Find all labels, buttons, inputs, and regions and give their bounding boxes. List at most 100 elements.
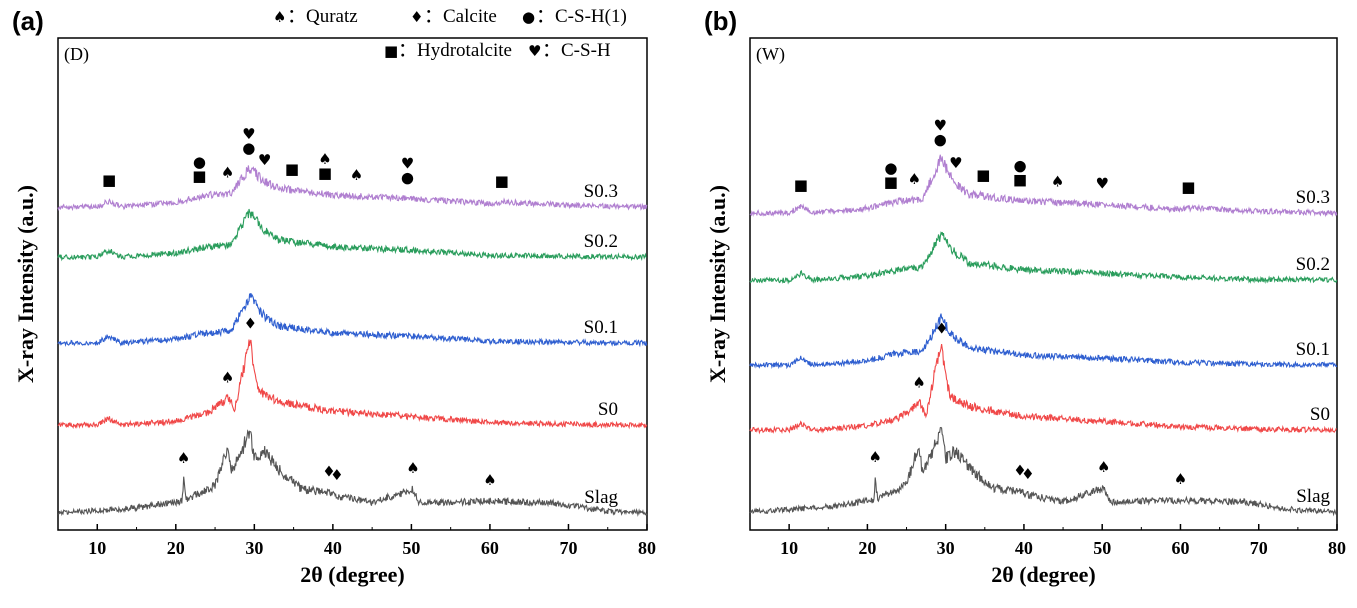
peak-marker: ♦ xyxy=(244,315,257,333)
legend-symbol: ■ xyxy=(384,42,398,60)
peak-marker: ● xyxy=(1013,157,1026,175)
legend-symbol: ♦ xyxy=(410,8,423,26)
peak-marker: ♦ xyxy=(330,466,343,484)
series-line-slag xyxy=(57,429,648,517)
x-tick-label: 40 xyxy=(1015,538,1033,558)
peak-marker: ♠ xyxy=(221,164,234,182)
peak-marker: ■ xyxy=(976,166,990,184)
x-tick-label: 10 xyxy=(780,538,798,558)
peak-marker: ● xyxy=(401,168,414,186)
series-label: S0.3 xyxy=(584,181,618,202)
series-line-s03 xyxy=(57,165,648,212)
peak-marker: ■ xyxy=(884,173,898,191)
x-tick-label: 70 xyxy=(559,538,577,558)
series-label: S0.2 xyxy=(1296,254,1330,275)
chart-panel-b: (b) (W) 10 20 30 40 50 60 70 80 2θ (degree) X-ray I… xyxy=(704,6,1346,587)
legend: ♠ ：Quratz ♦ ：Calcite ● ：C-S-H(1) ■ ：Hydrotalcit… xyxy=(273,6,627,61)
plot-frame xyxy=(57,37,648,531)
series-line-s0 xyxy=(57,339,648,430)
peak-marker: ♠ xyxy=(221,368,234,386)
legend-text: ：Hydrotalcite xyxy=(398,40,512,61)
series-line-s01 xyxy=(57,293,648,348)
x-tick-label: 50 xyxy=(402,538,420,558)
peak-marker: ♦ xyxy=(322,463,335,481)
series-label: S0.1 xyxy=(584,317,618,338)
peak-marker: ■ xyxy=(794,176,808,194)
series-label: Slag xyxy=(584,487,618,508)
panel-label: (a) xyxy=(12,6,44,36)
peak-marker: ♠ xyxy=(318,150,331,168)
series-label: S0.3 xyxy=(1296,187,1330,208)
x-tick-label: 80 xyxy=(1328,538,1346,558)
legend-symbol: ● xyxy=(522,8,535,26)
series-line-s03 xyxy=(749,154,1338,218)
plot-frame xyxy=(749,37,1338,531)
x-tick-label: 80 xyxy=(638,538,656,558)
peak-marker: ♦ xyxy=(1021,465,1034,483)
legend-text: ：Calcite xyxy=(424,6,497,27)
x-tick-label: 20 xyxy=(858,538,876,558)
peak-marker: ■ xyxy=(192,167,206,185)
x-tick-label: 60 xyxy=(481,538,499,558)
x-tick-label: 10 xyxy=(88,538,106,558)
peak-marker: ♠ xyxy=(869,448,882,466)
x-tick-label: 20 xyxy=(167,538,185,558)
series-label: S0.1 xyxy=(1296,339,1330,360)
peak-marker: ♦ xyxy=(1013,462,1026,480)
legend-text: ：C-S-H xyxy=(542,40,611,61)
series-label: S0.2 xyxy=(584,231,618,252)
peak-marker: ♥ xyxy=(949,154,962,172)
peak-marker: ♠ xyxy=(1174,470,1187,488)
legend-symbol: ♥ xyxy=(528,42,541,60)
series-line-s01 xyxy=(749,313,1338,370)
peak-marker: ■ xyxy=(1181,178,1195,196)
peak-marker: ● xyxy=(884,159,897,177)
x-tick-label: 70 xyxy=(1250,538,1268,558)
peak-marker: ■ xyxy=(102,171,116,189)
chart-panel-a: (a) (D) 10 20 30 40 50 60 70 80 2θ (degree) X-ray I… xyxy=(12,6,656,587)
x-tick-label: 40 xyxy=(324,538,342,558)
peak-marker: ♥ xyxy=(242,125,255,143)
series-label: S0 xyxy=(1310,404,1330,425)
condition-label: (D) xyxy=(64,44,89,65)
x-tick-label: 30 xyxy=(245,538,263,558)
peak-marker: ■ xyxy=(318,164,332,182)
peak-marker: ♥ xyxy=(258,151,271,169)
series-label: S0 xyxy=(598,399,618,420)
peak-marker: ♠ xyxy=(1051,173,1064,191)
peak-marker: ♠ xyxy=(406,459,419,477)
series-line-slag xyxy=(749,426,1338,517)
peak-marker: ■ xyxy=(495,172,509,190)
series-line-s0 xyxy=(749,344,1338,435)
peak-marker: ♠ xyxy=(483,471,496,489)
peak-marker: ■ xyxy=(285,160,299,178)
peak-marker: ♠ xyxy=(177,449,190,467)
peak-marker: ● xyxy=(193,153,206,171)
x-tick-label: 60 xyxy=(1171,538,1189,558)
panel-label: (b) xyxy=(704,6,737,36)
peak-marker: ● xyxy=(242,139,255,157)
y-axis-label: X-ray Intensity (a.u.) xyxy=(705,185,730,383)
legend-text: ：C-S-H(1) xyxy=(536,6,627,27)
x-axis-label: 2θ (degree) xyxy=(300,562,405,587)
peak-marker: ♦ xyxy=(935,320,948,338)
series-line-s02 xyxy=(749,231,1338,285)
legend-symbol: ♠ xyxy=(273,8,286,26)
series-label: Slag xyxy=(1296,486,1330,507)
peak-marker: ● xyxy=(934,130,947,148)
peak-marker: ♠ xyxy=(1097,458,1110,476)
peak-marker: ♠ xyxy=(908,170,921,188)
legend-text: ：Quratz xyxy=(287,6,358,27)
peak-marker: ♥ xyxy=(1095,175,1108,193)
x-axis-label: 2θ (degree) xyxy=(991,562,1096,587)
peak-marker: ♥ xyxy=(401,154,414,172)
condition-label: (W) xyxy=(756,44,785,65)
peak-marker: ♠ xyxy=(912,373,925,391)
peak-marker: ■ xyxy=(1013,171,1027,189)
y-axis-label: X-ray Intensity (a.u.) xyxy=(13,185,38,383)
x-tick-label: 50 xyxy=(1093,538,1111,558)
peak-marker: ♠ xyxy=(350,166,363,184)
series-line-s02 xyxy=(57,208,647,262)
peak-marker: ♥ xyxy=(933,116,946,134)
